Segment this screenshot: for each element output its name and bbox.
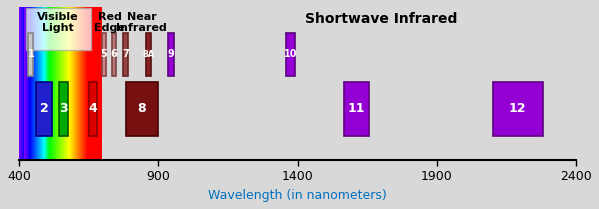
Bar	[102, 7, 576, 160]
Text: 4: 4	[88, 102, 97, 115]
Bar	[35, 82, 52, 136]
Text: 1: 1	[28, 49, 34, 59]
Text: 9: 9	[167, 49, 174, 59]
Text: Near
Infrared: Near Infrared	[116, 11, 167, 33]
Bar	[146, 33, 151, 76]
X-axis label: Wavelength (in nanometers): Wavelength (in nanometers)	[208, 189, 387, 202]
Text: 3: 3	[59, 102, 68, 115]
Bar	[89, 82, 97, 136]
Bar	[492, 82, 543, 136]
Bar	[111, 33, 116, 76]
Text: 2: 2	[40, 102, 49, 115]
Text: 6: 6	[110, 49, 117, 59]
Text: 7: 7	[122, 49, 129, 59]
Bar	[168, 33, 174, 76]
Text: 11: 11	[347, 102, 365, 115]
Text: 10: 10	[284, 49, 297, 59]
Bar	[102, 33, 106, 76]
Text: 12: 12	[509, 102, 527, 115]
Bar	[286, 33, 295, 76]
Text: 8: 8	[138, 102, 146, 115]
Bar	[343, 82, 368, 136]
Bar	[26, 9, 91, 50]
Bar	[28, 33, 34, 76]
Text: Red
Edge: Red Edge	[94, 11, 125, 33]
Bar	[126, 82, 158, 136]
Text: 8A: 8A	[143, 50, 155, 59]
Bar	[59, 82, 68, 136]
Text: 5: 5	[101, 49, 107, 59]
Text: Visible
Light: Visible Light	[37, 11, 78, 33]
Bar	[123, 33, 128, 76]
Text: Shortwave Infrared: Shortwave Infrared	[305, 11, 457, 25]
